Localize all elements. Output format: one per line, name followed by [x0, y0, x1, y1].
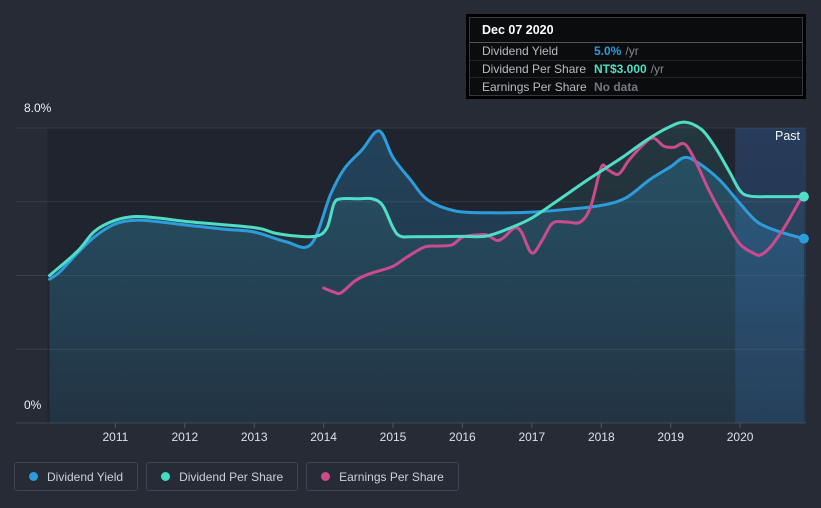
legend-item-label: Dividend Per Share — [179, 469, 284, 484]
legend-dot-dividend-yield-icon — [29, 472, 38, 481]
tooltip-date: Dec 07 2020 — [470, 18, 802, 43]
past-region-label: Past — [774, 129, 800, 143]
y-axis-label-bottom: 0% — [24, 398, 42, 412]
tooltip-row-earnings-per-share: Earnings Per Share No data — [470, 78, 802, 95]
legend-item-dividend-yield[interactable]: Dividend Yield — [14, 462, 139, 491]
chart-legend: Dividend Yield Dividend Per Share Earnin… — [14, 462, 459, 491]
x-axis-label: 2012 — [171, 430, 199, 444]
x-axis-label: 2014 — [310, 430, 337, 444]
x-axis-label: 2016 — [449, 430, 476, 444]
x-axis-label: 2015 — [379, 430, 407, 444]
tooltip-row-dividend-per-share: Dividend Per Share NT$3.000 /yr — [470, 61, 802, 79]
tooltip-row-suffix: /yr — [625, 44, 639, 59]
x-axis-label: 2019 — [657, 430, 685, 444]
legend-item-label: Dividend Yield — [47, 469, 124, 484]
y-axis-label-top: 8.0% — [24, 101, 52, 115]
legend-dot-dividend-per-share-icon — [161, 472, 171, 481]
tooltip-row-value: NT$3.000 — [594, 62, 647, 76]
tooltip-row-label: Dividend Per Share — [482, 62, 587, 76]
legend-item-label: Earnings Per Share — [339, 469, 444, 484]
chart-tooltip: Dec 07 2020 Dividend Yield 5.0% /yr Divi… — [466, 14, 806, 99]
tooltip-row-label: Earnings Per Share — [482, 79, 587, 94]
tooltip-row-value: 5.0% — [594, 44, 622, 59]
chart-tooltip-inner: Dec 07 2020 Dividend Yield 5.0% /yr Divi… — [469, 17, 803, 96]
x-axis-label: 2013 — [240, 430, 268, 444]
tooltip-row-suffix: /yr — [650, 62, 665, 76]
x-axis-label: 2011 — [102, 430, 129, 444]
tooltip-row-label: Dividend Yield — [482, 44, 559, 59]
legend-dot-earnings-per-share-icon — [321, 472, 331, 481]
tooltip-row-value: No data — [594, 79, 639, 94]
x-axis-label: 2018 — [587, 430, 615, 444]
legend-item-dividend-per-share[interactable]: Dividend Per Share — [146, 462, 299, 491]
tooltip-row-dividend-yield: Dividend Yield 5.0% /yr — [470, 43, 802, 61]
x-axis: 2011 2012 2013 2014 2015 2016 2017 2018 2019 2020 — [0, 430, 821, 446]
x-axis-label: 2020 — [726, 430, 754, 444]
x-axis-label: 2017 — [518, 430, 546, 444]
legend-item-earnings-per-share[interactable]: Earnings Per Share — [306, 462, 459, 491]
